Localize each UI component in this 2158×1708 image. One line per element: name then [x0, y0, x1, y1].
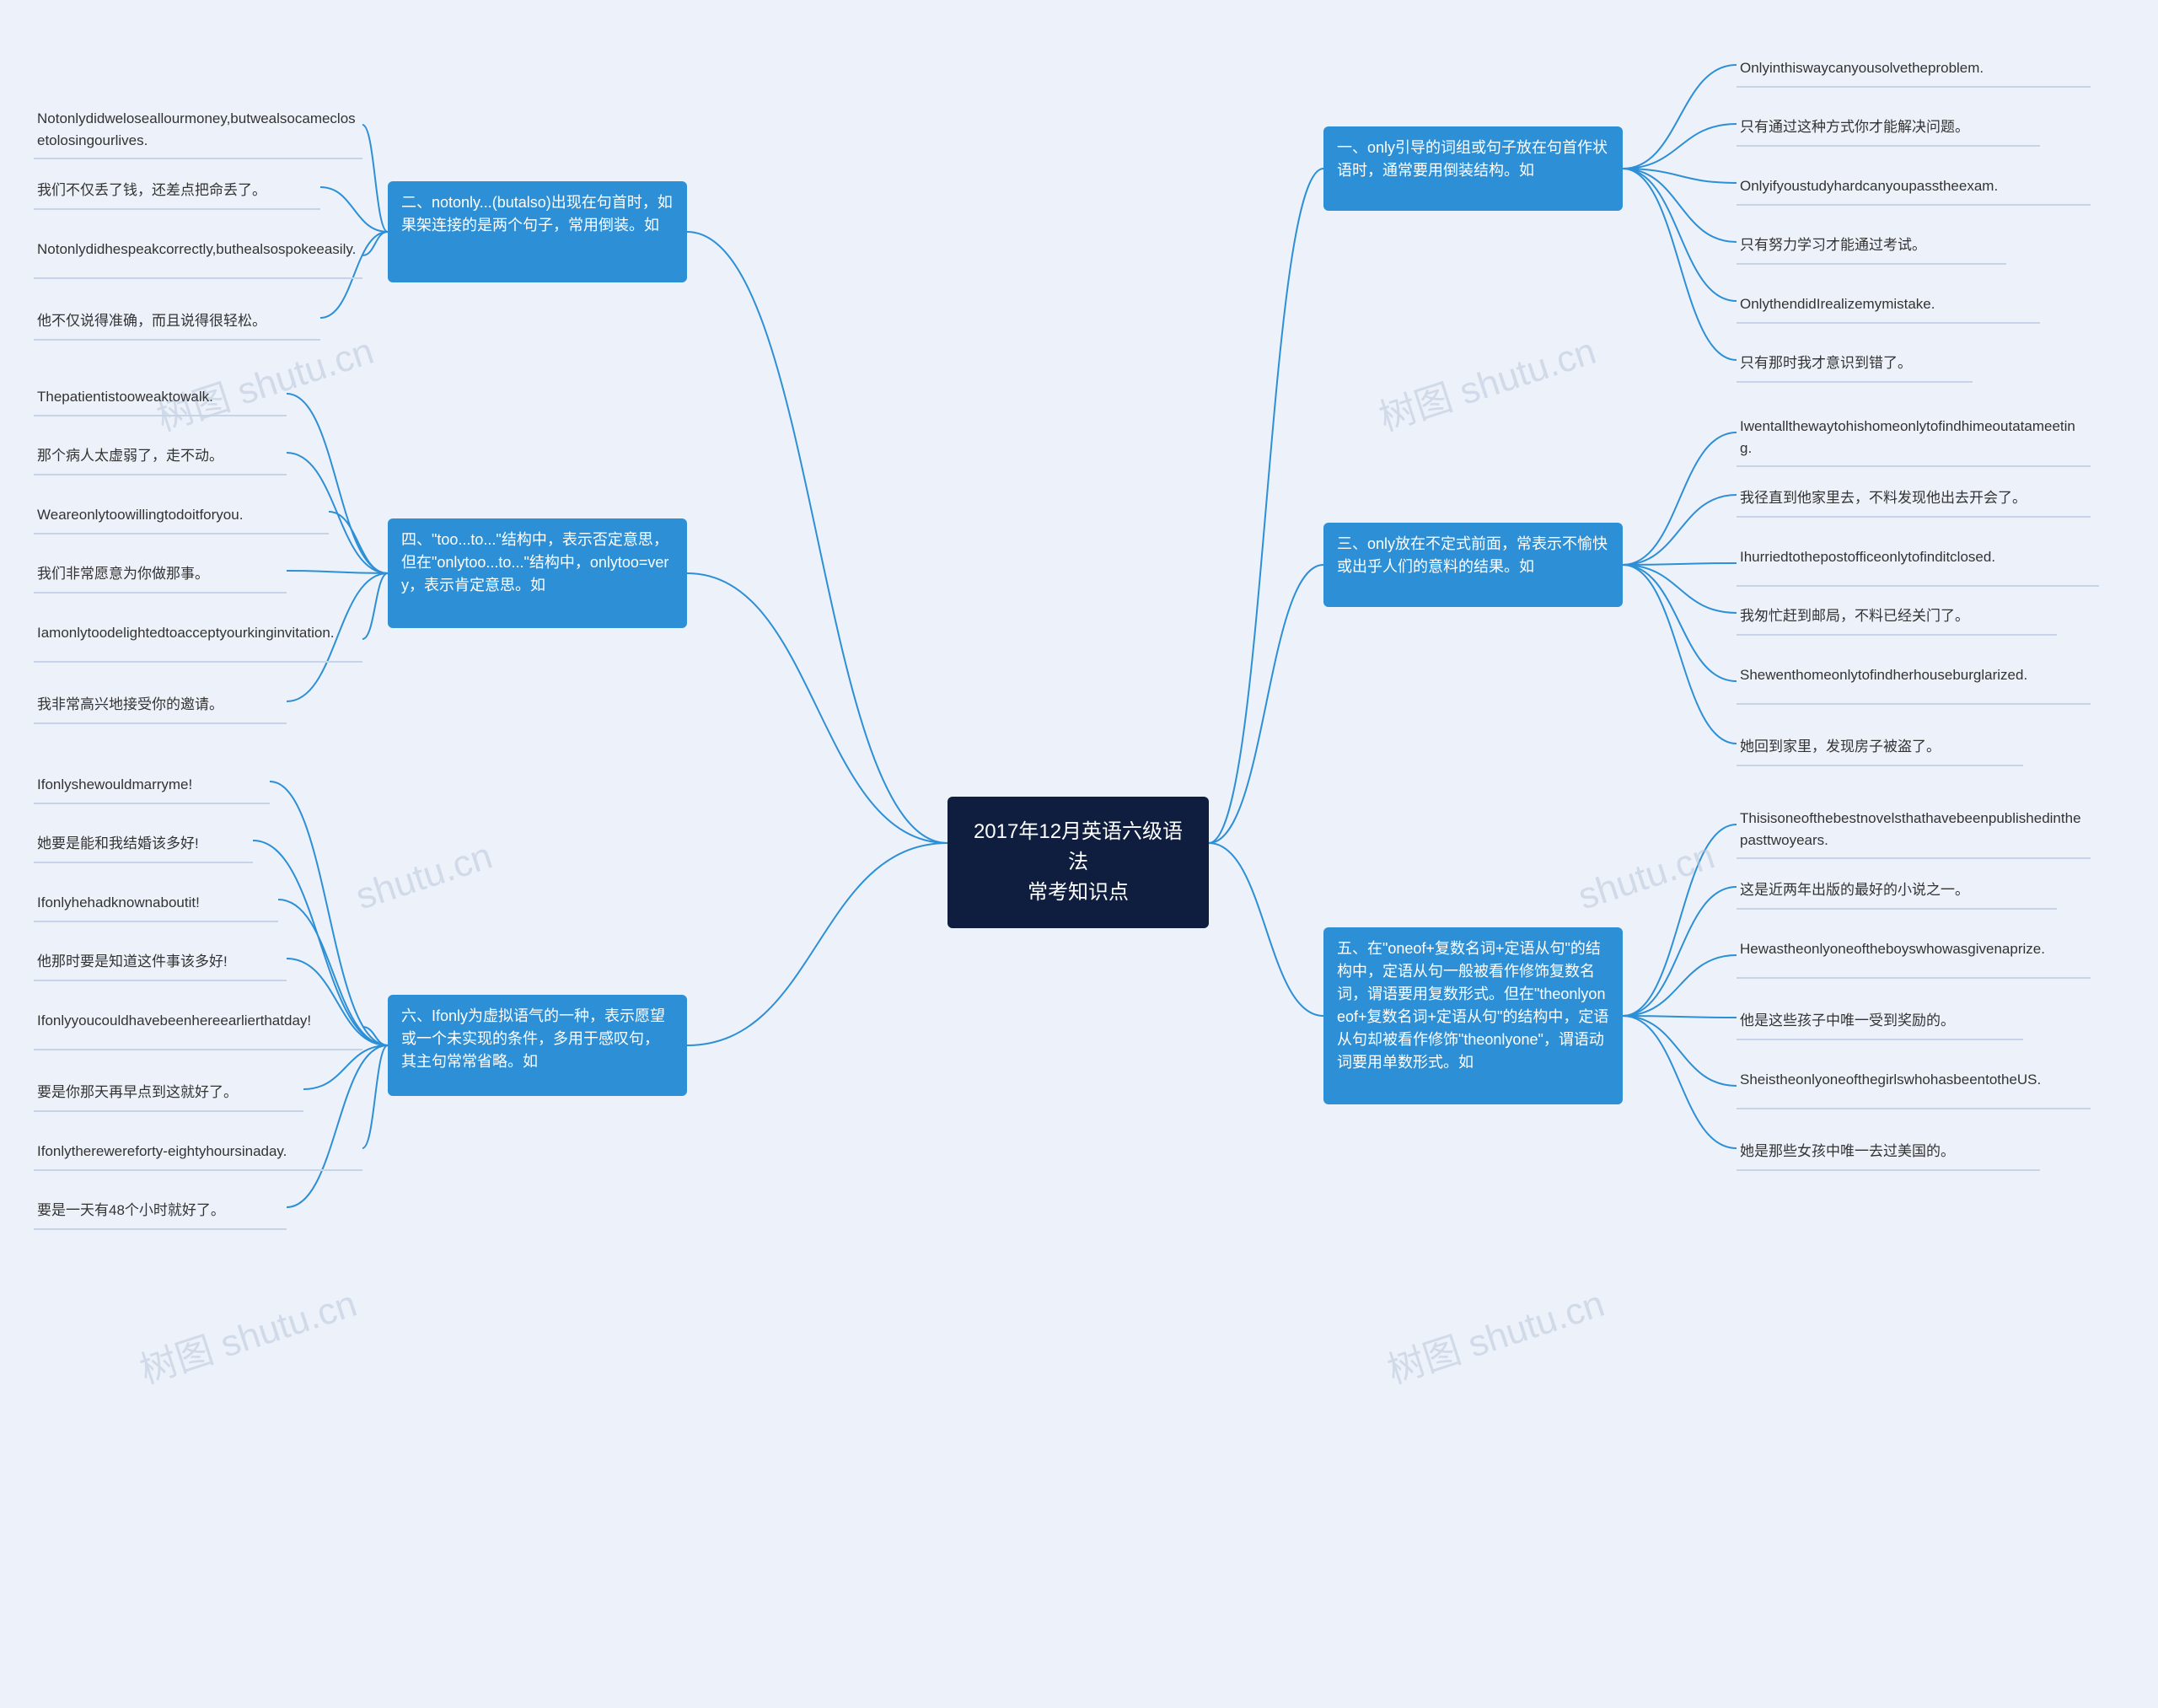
leaf-text: Ifonlyhehadknownaboutit!: [37, 894, 200, 910]
leaf-text: 我们不仅丢了钱，还差点把命丢了。: [37, 182, 266, 198]
leaf-node: 我非常高兴地接受你的邀请。: [34, 687, 287, 724]
leaf-node: 我们不仅丢了钱，还差点把命丢了。: [34, 173, 320, 210]
leaf-text: Hewastheonlyoneoftheboyswhowasgivenapriz…: [1740, 941, 2045, 957]
leaf-text: 她要是能和我结婚该多好!: [37, 835, 199, 851]
leaf-node: Hewastheonlyoneoftheboyswhowasgivenapriz…: [1737, 932, 2091, 979]
leaf-node: 只有通过这种方式你才能解决问题。: [1737, 110, 2040, 147]
leaf-node: Shewenthomeonlytofindherhouseburglarized…: [1737, 658, 2091, 705]
leaf-text: Iwentallthewaytohishomeonlytofindhimeout…: [1740, 418, 2075, 456]
leaf-text: 只有那时我才意识到错了。: [1740, 355, 1912, 371]
leaf-text: Sheistheonlyoneofthegirlswhohasbeentothe…: [1740, 1072, 2041, 1088]
leaf-text: Notonlydidweloseallourmoney,butwealsocam…: [37, 110, 356, 148]
branch-node-r1: 一、only引导的词组或句子放在句首作状语时，通常要用倒装结构。如: [1323, 126, 1623, 211]
branch-label: 二、notonly...(butalso)出现在句首时，如果架连接的是两个句子，…: [401, 194, 673, 234]
leaf-node: 我们非常愿意为你做那事。: [34, 556, 287, 594]
leaf-text: 我径直到他家里去，不料发现他出去开会了。: [1740, 490, 2026, 506]
leaf-text: Ihurriedtothepostofficeonlytofinditclose…: [1740, 549, 1995, 565]
leaf-text: Thepatientistooweaktowalk.: [37, 389, 213, 405]
leaf-text: 他那时要是知道这件事该多好!: [37, 953, 228, 969]
leaf-node: 我径直到他家里去，不料发现他出去开会了。: [1737, 481, 2091, 518]
leaf-node: Ifonlytherewereforty-eightyhoursinaday.: [34, 1134, 362, 1171]
leaf-node: Ifonlyhehadknownaboutit!: [34, 885, 278, 922]
leaf-node: Onlyifyoustudyhardcanyoupasstheexam.: [1737, 169, 2091, 206]
leaf-text: 他是这些孩子中唯一受到奖励的。: [1740, 1012, 1955, 1029]
branch-node-r5: 五、在"oneof+复数名词+定语从句"的结构中，定语从句一般被看作修饰复数名词…: [1323, 927, 1623, 1104]
leaf-node: 要是一天有48个小时就好了。: [34, 1193, 287, 1230]
branch-node-l6: 六、Ifonly为虚拟语气的一种，表示愿望或一个未实现的条件，多用于感叹句，其主…: [388, 995, 687, 1096]
branch-label: 四、"too...to..."结构中，表示否定意思，但在"onlytoo...t…: [401, 531, 668, 594]
leaf-text: 要是一天有48个小时就好了。: [37, 1202, 225, 1218]
leaf-text: 要是你那天再早点到这就好了。: [37, 1084, 238, 1100]
leaf-node: Iwentallthewaytohishomeonlytofindhimeout…: [1737, 409, 2091, 467]
branch-label: 三、only放在不定式前面，常表示不愉快或出乎人们的意料的结果。如: [1337, 535, 1608, 575]
leaf-node: Thepatientistooweaktowalk.: [34, 379, 287, 416]
leaf-text: Shewenthomeonlytofindherhouseburglarized…: [1740, 667, 2027, 683]
leaf-text: Weareonlytoowillingtodoitforyou.: [37, 507, 243, 523]
leaf-node: 他那时要是知道这件事该多好!: [34, 944, 287, 981]
leaf-node: OnlythendidIrealizemymistake.: [1737, 287, 2040, 324]
branch-node-l2: 二、notonly...(butalso)出现在句首时，如果架连接的是两个句子，…: [388, 181, 687, 282]
leaf-node: Thisisoneofthebestnovelsthathavebeenpubl…: [1737, 801, 2091, 859]
leaf-text: Onlyinthiswaycanyousolvetheproblem.: [1740, 60, 1984, 76]
leaf-node: Ifonlyyoucouldhavebeenhereearlierthatday…: [34, 1003, 362, 1050]
leaf-node: Notonlydidweloseallourmoney,butwealsocam…: [34, 101, 362, 159]
leaf-node: 只有努力学习才能通过考试。: [1737, 228, 2006, 265]
leaf-node: Iamonlytoodelightedtoacceptyourkinginvit…: [34, 615, 362, 663]
leaf-node: 要是你那天再早点到这就好了。: [34, 1075, 303, 1112]
leaf-node: 她是那些女孩中唯一去过美国的。: [1737, 1134, 2040, 1171]
leaf-node: 她要是能和我结婚该多好!: [34, 826, 253, 863]
leaf-node: 她回到家里，发现房子被盗了。: [1737, 729, 2023, 766]
leaf-node: Onlyinthiswaycanyousolvetheproblem.: [1737, 51, 2091, 88]
leaf-node: 我匆忙赶到邮局，不料已经关门了。: [1737, 599, 2057, 636]
leaf-text: Ifonlytherewereforty-eightyhoursinaday.: [37, 1143, 287, 1159]
root-title-line1: 2017年12月英语六级语法: [974, 820, 1183, 873]
leaf-text: 她是那些女孩中唯一去过美国的。: [1740, 1143, 1955, 1159]
leaf-node: Sheistheonlyoneofthegirlswhohasbeentothe…: [1737, 1062, 2091, 1109]
branch-node-r3: 三、only放在不定式前面，常表示不愉快或出乎人们的意料的结果。如: [1323, 523, 1623, 607]
leaf-node: Ifonlyshewouldmarryme!: [34, 767, 270, 804]
leaf-text: 我们非常愿意为你做那事。: [37, 566, 209, 582]
leaf-text: Onlyifyoustudyhardcanyoupasstheexam.: [1740, 178, 1998, 194]
leaf-text: 我非常高兴地接受你的邀请。: [37, 696, 223, 712]
leaf-node: Ihurriedtothepostofficeonlytofinditclose…: [1737, 540, 2099, 587]
leaf-text: 只有通过这种方式你才能解决问题。: [1740, 119, 1969, 135]
leaf-node: 他是这些孩子中唯一受到奖励的。: [1737, 1003, 2023, 1040]
leaf-text: Ifonlyyoucouldhavebeenhereearlierthatday…: [37, 1012, 311, 1029]
leaf-node: Weareonlytoowillingtodoitforyou.: [34, 497, 329, 534]
branch-node-l4: 四、"too...to..."结构中，表示否定意思，但在"onlytoo...t…: [388, 518, 687, 628]
root-title-line2: 常考知识点: [1028, 881, 1129, 904]
leaf-text: Notonlydidhespeakcorrectly,buthealsospok…: [37, 241, 356, 257]
branch-label: 五、在"oneof+复数名词+定语从句"的结构中，定语从句一般被看作修饰复数名词…: [1337, 940, 1608, 1071]
leaf-text: Ifonlyshewouldmarryme!: [37, 776, 192, 792]
leaf-text: 这是近两年出版的最好的小说之一。: [1740, 882, 1969, 898]
leaf-node: Notonlydidhespeakcorrectly,buthealsospok…: [34, 232, 362, 279]
root-node: 2017年12月英语六级语法常考知识点: [947, 797, 1209, 928]
leaf-node: 他不仅说得准确，而且说得很轻松。: [34, 303, 320, 341]
leaf-text: 他不仅说得准确，而且说得很轻松。: [37, 313, 266, 329]
leaf-text: 只有努力学习才能通过考试。: [1740, 237, 1926, 253]
leaf-text: Iamonlytoodelightedtoacceptyourkinginvit…: [37, 625, 335, 641]
leaf-text: 我匆忙赶到邮局，不料已经关门了。: [1740, 608, 1969, 624]
leaf-text: Thisisoneofthebestnovelsthathavebeenpubl…: [1740, 810, 2081, 848]
leaf-node: 这是近两年出版的最好的小说之一。: [1737, 873, 2057, 910]
branch-label: 一、only引导的词组或句子放在句首作状语时，通常要用倒装结构。如: [1337, 139, 1608, 179]
leaf-node: 那个病人太虚弱了，走不动。: [34, 438, 287, 475]
leaf-node: 只有那时我才意识到错了。: [1737, 346, 1973, 383]
leaf-text: 那个病人太虚弱了，走不动。: [37, 448, 223, 464]
leaf-text: 她回到家里，发现房子被盗了。: [1740, 739, 1941, 755]
branch-label: 六、Ifonly为虚拟语气的一种，表示愿望或一个未实现的条件，多用于感叹句，其主…: [401, 1007, 665, 1070]
leaf-text: OnlythendidIrealizemymistake.: [1740, 296, 1935, 312]
